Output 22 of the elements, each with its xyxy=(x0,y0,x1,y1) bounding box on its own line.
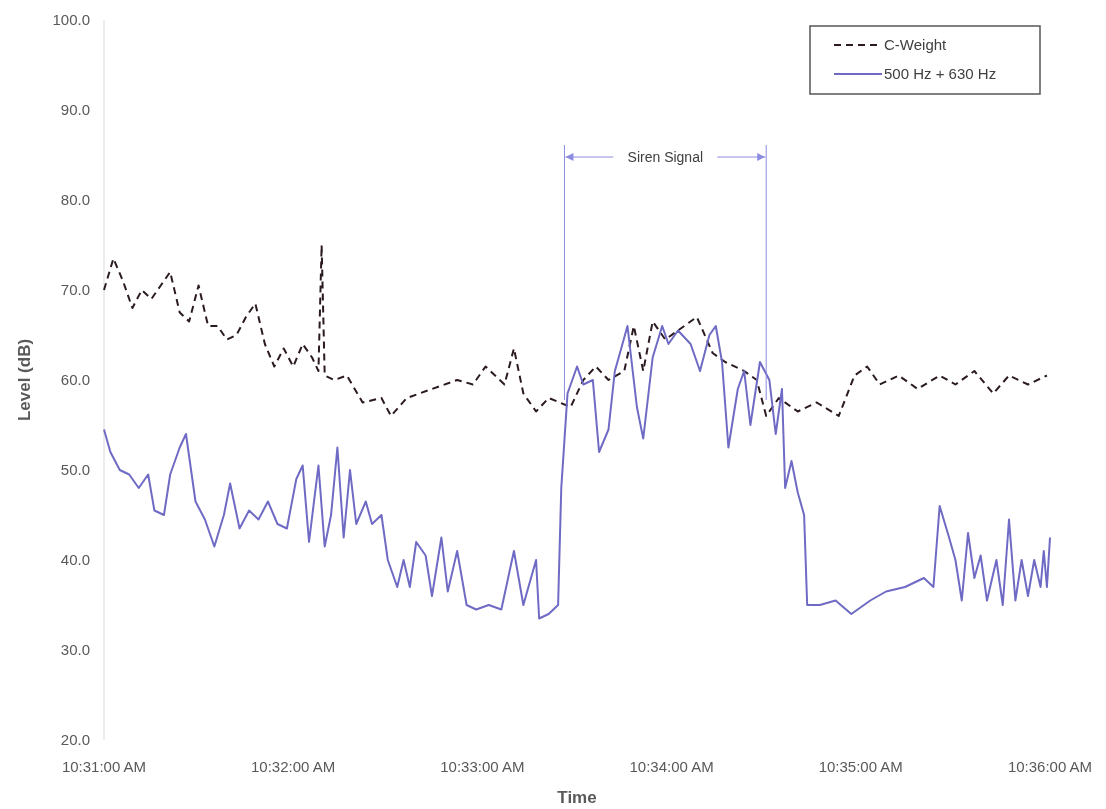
x-tick-label: 10:34:00 AM xyxy=(629,758,714,775)
legend-label: 500 Hz + 630 Hz xyxy=(884,65,997,83)
y-tick-label: 40.0 xyxy=(60,551,90,569)
line-series xyxy=(103,325,1051,620)
y-tick-label: 80.0 xyxy=(60,191,90,209)
x-tick-label: 10:35:00 AM xyxy=(818,758,903,775)
line-series xyxy=(103,244,1048,417)
legend-label: C-Weight xyxy=(884,36,948,54)
y-tick-label: 50.0 xyxy=(60,461,90,479)
x-axis-title: Time xyxy=(557,788,597,807)
x-tick-label: 10:36:00 AM xyxy=(1007,758,1093,775)
y-axis-title: Level (dB) xyxy=(15,338,34,422)
y-tick-label: 70.0 xyxy=(60,281,90,299)
y-tick-label: 60.0 xyxy=(60,371,90,389)
y-tick-label: 90.0 xyxy=(60,101,90,119)
ref-line-label: Siren Signal xyxy=(627,148,704,165)
x-tick-label: 10:33:00 AM xyxy=(440,758,525,775)
x-tick-label: 10:32:00 AM xyxy=(251,758,336,775)
y-tick-label: 100.0 xyxy=(52,11,90,29)
x-tick-label: 10:31:00 AM xyxy=(61,758,147,775)
y-tick-label: 30.0 xyxy=(60,641,90,659)
y-tick-label: 20.0 xyxy=(60,731,90,749)
